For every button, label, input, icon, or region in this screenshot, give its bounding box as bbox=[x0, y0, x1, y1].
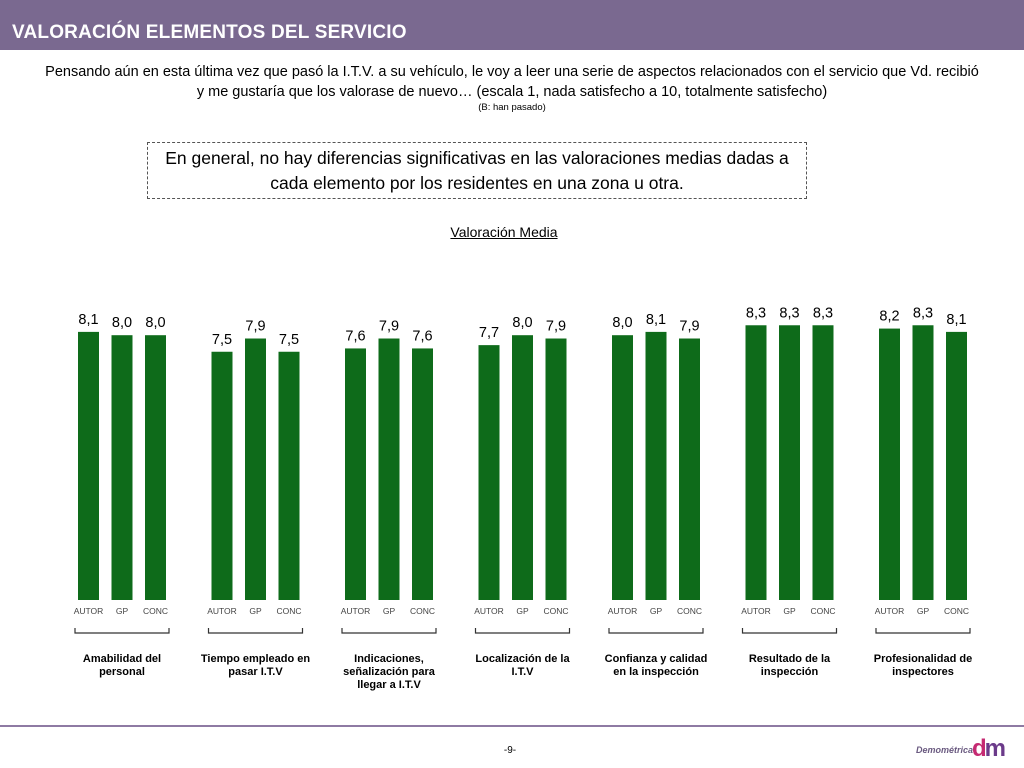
x-tick-label: GP bbox=[383, 606, 396, 616]
group-bracket bbox=[875, 628, 971, 634]
logo-mark-m: m bbox=[984, 735, 1006, 762]
data-label: 8,3 bbox=[779, 305, 799, 321]
logo-mark-d: d bbox=[972, 735, 987, 762]
group-bracket bbox=[207, 628, 304, 634]
data-label: 8,0 bbox=[512, 315, 532, 331]
group-bracket bbox=[474, 628, 571, 634]
data-label: 8,3 bbox=[746, 305, 766, 321]
bar bbox=[245, 338, 266, 600]
x-tick-label: GP bbox=[650, 606, 663, 616]
x-tick-label: CONC bbox=[810, 606, 835, 616]
category-label: Amabilidad del personal bbox=[82, 653, 162, 678]
data-label: 8,3 bbox=[813, 305, 833, 321]
x-tick-label: AUTOR bbox=[74, 606, 104, 616]
conclusion-box: En general, no hay diferencias significa… bbox=[147, 142, 807, 199]
category-label: Localización de la I.T.V bbox=[475, 653, 570, 678]
bar bbox=[545, 338, 567, 600]
data-label: 8,0 bbox=[112, 315, 132, 331]
x-tick-label: AUTOR bbox=[341, 606, 371, 616]
x-tick-label: CONC bbox=[944, 606, 969, 616]
data-label: 7,6 bbox=[412, 328, 432, 344]
data-label: 7,9 bbox=[679, 319, 699, 335]
bar bbox=[679, 338, 700, 600]
x-tick-label: AUTOR bbox=[875, 606, 905, 616]
question: Pensando aún en esta última vez que pasó… bbox=[45, 64, 979, 100]
data-label: 8,0 bbox=[612, 315, 632, 331]
base-note: (B: han pasado) bbox=[478, 102, 546, 113]
group-bracket bbox=[341, 628, 437, 634]
bar bbox=[879, 328, 900, 600]
x-tick-label: GP bbox=[917, 606, 930, 616]
page-number: -9- bbox=[503, 745, 517, 756]
bar bbox=[512, 335, 533, 600]
data-label: 8,1 bbox=[78, 312, 98, 328]
data-label: 8,0 bbox=[145, 315, 165, 331]
bar bbox=[946, 331, 967, 600]
data-label: 8,2 bbox=[879, 309, 899, 325]
bar bbox=[345, 348, 366, 600]
bar bbox=[645, 331, 667, 600]
x-tick-label: AUTOR bbox=[474, 606, 504, 616]
x-tick-label: AUTOR bbox=[207, 606, 237, 616]
chart-title: Valoración Media bbox=[450, 224, 558, 240]
bar bbox=[745, 325, 767, 600]
data-label: 7,9 bbox=[546, 319, 566, 335]
x-tick-label: AUTOR bbox=[608, 606, 638, 616]
data-label: 8,1 bbox=[946, 312, 966, 328]
question-text: Pensando aún en esta última vez que pasó… bbox=[40, 62, 984, 114]
x-tick-label: CONC bbox=[543, 606, 568, 616]
title-bar: VALORACIÓN ELEMENTOS DEL SERVICIO bbox=[0, 0, 1024, 50]
x-tick-label: CONC bbox=[410, 606, 435, 616]
page-title: VALORACIÓN ELEMENTOS DEL SERVICIO bbox=[12, 22, 407, 43]
bar bbox=[211, 351, 233, 600]
bar bbox=[612, 335, 633, 600]
group-bracket bbox=[741, 628, 838, 634]
category-label: Resultado de la inspección bbox=[748, 653, 831, 678]
bar bbox=[78, 331, 99, 600]
bar bbox=[412, 348, 433, 600]
category-label: Profesionalidad de inspectores bbox=[873, 653, 973, 678]
x-tick-label: AUTOR bbox=[741, 606, 771, 616]
logo-wordmark: Demométrica bbox=[916, 745, 974, 755]
data-label: 8,1 bbox=[646, 312, 666, 328]
group-bracket bbox=[74, 628, 170, 634]
bar bbox=[111, 335, 133, 600]
bar bbox=[278, 351, 300, 600]
x-tick-label: GP bbox=[249, 606, 262, 616]
x-tick-label: CONC bbox=[276, 606, 301, 616]
company-logo: Demométrica dm bbox=[916, 735, 1020, 765]
category-label: Tiempo empleado en pasar I.T.V bbox=[200, 653, 311, 678]
x-tick-label: GP bbox=[116, 606, 129, 616]
bar bbox=[912, 325, 934, 600]
data-label: 7,9 bbox=[245, 319, 265, 335]
logo-mark: dm bbox=[972, 735, 1006, 763]
x-tick-label: CONC bbox=[143, 606, 168, 616]
bar bbox=[145, 335, 166, 600]
bar bbox=[478, 345, 500, 600]
bar bbox=[779, 325, 800, 600]
bar bbox=[812, 325, 834, 600]
x-tick-label: CONC bbox=[677, 606, 702, 616]
data-label: 7,9 bbox=[379, 319, 399, 335]
category-label: Indicaciones, señalización para llegar a… bbox=[343, 653, 435, 691]
group-bracket bbox=[608, 628, 704, 634]
data-label: 7,5 bbox=[279, 332, 299, 348]
bar-chart: 8,1 AUTOR 8,0 GP 8,0 CONC 7,5 AUTOR 7,9 GP 7,5 CONC… bbox=[74, 305, 971, 634]
data-label: 7,6 bbox=[345, 328, 365, 344]
category-label: Confianza y calidad en la inspección bbox=[604, 653, 708, 678]
data-label: 7,7 bbox=[479, 325, 499, 341]
data-label: 7,5 bbox=[212, 332, 232, 348]
data-label: 8,3 bbox=[913, 305, 933, 321]
x-tick-label: GP bbox=[516, 606, 529, 616]
x-tick-label: GP bbox=[783, 606, 796, 616]
bar bbox=[378, 338, 400, 600]
footer-divider bbox=[0, 725, 1024, 727]
